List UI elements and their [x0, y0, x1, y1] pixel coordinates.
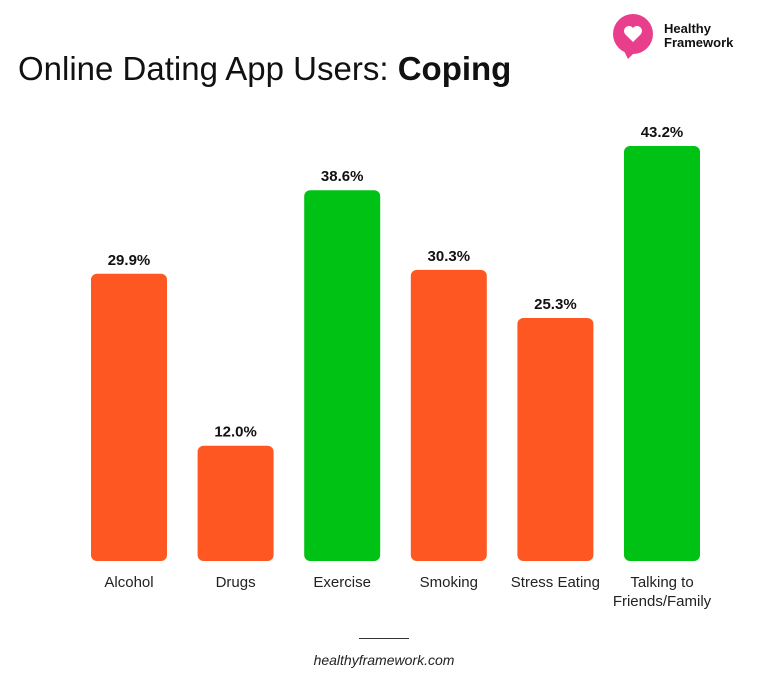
category-label: Friends/Family: [613, 593, 712, 610]
bar: [304, 190, 381, 561]
bar: [410, 269, 487, 561]
source-url: healthyframework.com: [313, 652, 455, 668]
bar: [197, 445, 274, 561]
data-label: 30.3%: [428, 248, 471, 265]
data-label: 43.2%: [641, 124, 684, 141]
brand-name-line2: Framework: [664, 35, 734, 50]
category-label: Smoking: [420, 574, 478, 591]
bar: [91, 273, 167, 561]
heart-bubble-icon: [613, 14, 653, 59]
bar: [624, 146, 700, 561]
brand-logo: Healthy Framework: [612, 13, 733, 59]
category-label: Alcohol: [104, 574, 153, 591]
category-label: Stress Eating: [511, 574, 600, 591]
category-label: Talking to: [630, 574, 693, 591]
brand-name-line1: Healthy: [664, 21, 711, 36]
data-label: 29.9%: [108, 252, 151, 269]
data-label: 25.3%: [534, 296, 577, 313]
category-label: Exercise: [313, 574, 371, 591]
category-label: Drugs: [216, 574, 256, 591]
chart-title: Online Dating App Users: Coping: [18, 50, 512, 87]
data-label: 12.0%: [214, 424, 257, 441]
data-label: 38.6%: [321, 168, 364, 185]
bar: [517, 317, 594, 561]
divider: [359, 638, 409, 639]
